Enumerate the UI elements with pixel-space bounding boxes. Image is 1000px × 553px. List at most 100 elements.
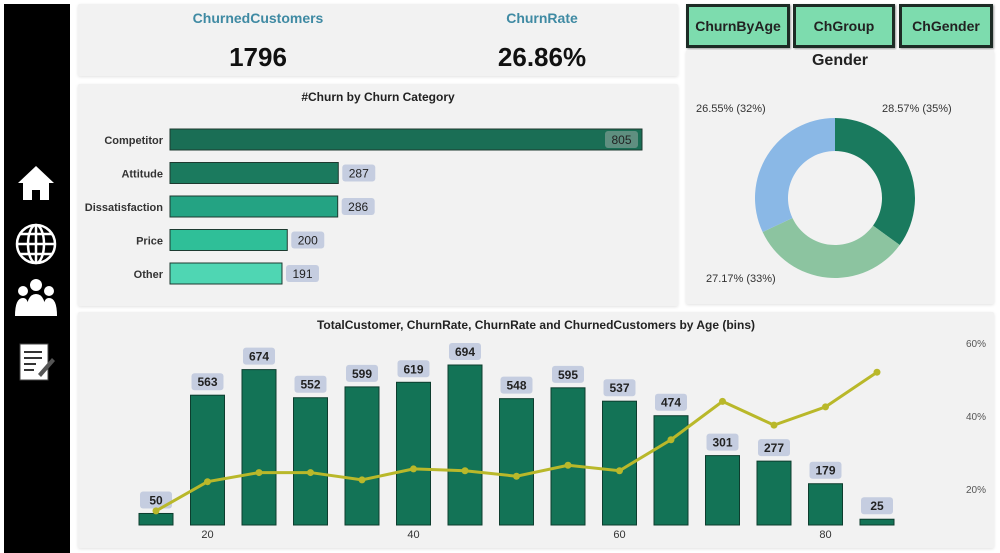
data-label: 595 [558,368,578,382]
age-bar [653,415,689,526]
data-label-bg [342,164,376,182]
data-label: 563 [197,375,217,389]
age-combo-chart: 20% 40% 60% 50 563 674 552 599 619 694 548 595 537 47… [138,339,986,541]
age-bar [190,394,225,526]
ch-group-button[interactable]: ChGroup [793,4,895,48]
data-label: 474 [661,396,681,410]
age-bar [241,369,277,526]
churn-rate-point [564,461,572,469]
bar [169,162,339,184]
bar [169,262,283,285]
data-label-bg [291,231,325,249]
x-tick-label: 20 [201,529,213,541]
data-label: 301 [712,436,732,450]
category-label: Price [136,236,163,248]
home-icon[interactable] [14,162,58,206]
data-label: 200 [298,234,318,248]
churn-rate-point [358,476,366,484]
category-label: Competitor [104,135,163,147]
age-bar [808,483,843,526]
globe-icon[interactable] [14,222,58,266]
data-label: 599 [352,367,372,381]
data-label: 694 [455,345,475,359]
data-label: 805 [611,133,631,147]
data-label: 50 [149,493,163,507]
age-bar [138,512,174,526]
churn-rate-point [410,465,417,473]
data-label-bg [500,376,533,394]
data-label: 25 [870,499,884,513]
churn-rate-label: ChurnRate [506,10,578,26]
y2-tick-label: 20% [966,485,986,496]
age-bar [499,398,534,526]
age-bar [705,455,740,526]
data-label-bg [605,131,638,148]
data-label-bg [346,364,378,382]
age-bar [344,386,380,526]
data-label: 179 [815,464,835,478]
bar [169,128,643,151]
data-label: 619 [403,362,423,376]
category-label: Attitude [121,169,163,181]
data-label-bg [655,393,687,411]
data-label-bg [140,491,172,509]
report-icon[interactable] [14,340,58,384]
churned-customers-value: 1796 [229,42,287,72]
data-label: 552 [300,378,320,392]
bar [169,229,288,251]
churn-rate-value: 26.86% [497,42,587,72]
data-label-bg [341,198,375,215]
data-label: 548 [506,379,526,393]
churn-by-age-button[interactable]: ChurnByAge [686,4,790,48]
category-label: Other [134,269,164,281]
churn-rate-point [822,403,829,411]
churn-rate-point [461,467,469,475]
kpi-card: ChurnedCustomers 1796 ChurnRate 26.86% [78,4,678,76]
age-bar [396,381,431,526]
churn-category-card: #Churn by Churn Category Competitor 805 At… [78,84,678,306]
category-label: Dissatisfaction [85,202,164,214]
data-label: 674 [249,350,269,364]
data-label-bg [809,461,842,479]
churn-rate-point [307,469,314,477]
ch-gender-button[interactable]: ChGender [899,4,993,48]
churn-category-chart: Competitor 805 Attitude 287 Dissatisfaction 2… [85,128,643,285]
churn-rate-point [873,368,881,376]
donut-slice [762,218,900,278]
data-label-bg [294,375,327,393]
age-card: TotalCustomer, ChurnRate, ChurnRate and … [78,312,994,548]
data-label-bg [191,373,224,391]
slice-label: 27.17% (33%) [706,273,776,285]
data-label: 286 [348,200,368,214]
churned-customers-label: ChurnedCustomers [192,10,324,26]
data-label-bg [285,265,319,282]
x-tick-label: 40 [407,529,419,541]
data-label-bg [603,379,636,397]
churn-rate-point [616,467,623,475]
gender-donut-chart: 28.57% (35%) 27.17% (33%) 26.55% (32%) [696,103,952,285]
data-label: 287 [349,167,369,181]
y2-tick-label: 40% [966,412,986,423]
data-label: 191 [292,267,312,281]
churn-rate-point [255,469,263,477]
data-label-bg [449,343,481,360]
data-label-bg [706,433,739,451]
data-label: 277 [764,441,784,455]
churn-rate-point [719,397,726,405]
slice-label: 28.57% (35%) [882,103,952,115]
data-label-bg [552,365,584,383]
gender-card: Gender 28.57% (35%) 27.17% (33%) 26.55% (3… [686,50,994,304]
churn-rate-point [667,436,675,444]
users-icon[interactable] [14,276,58,320]
data-label-bg [861,497,893,515]
age-chart-title: TotalCustomer, ChurnRate, ChurnRate and … [316,318,756,332]
x-tick-label: 60 [613,529,625,541]
bar [169,195,339,218]
data-label-bg [397,360,430,378]
age-bar [859,518,895,526]
data-label-bg [758,439,790,457]
churn-rate-point [152,507,160,515]
age-bar [293,397,328,526]
churn-rate-point [770,421,778,429]
age-bar [756,460,792,526]
